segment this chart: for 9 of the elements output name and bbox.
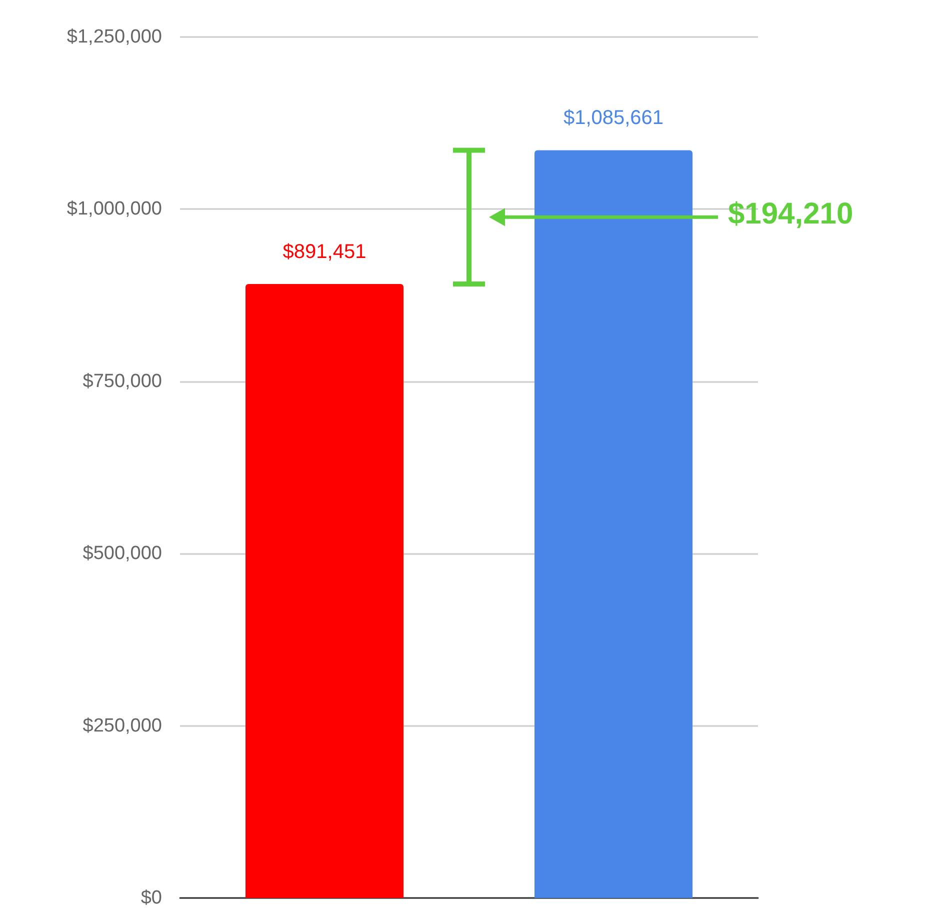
y-tick-label: $250,000 [82, 715, 162, 736]
data-label: $891,451 [282, 240, 366, 263]
data-label: $1,085,661 [563, 107, 664, 130]
y-tick-label: $750,000 [82, 370, 162, 392]
y-tick-label: $0 [140, 888, 162, 908]
y-tick-label: $500,000 [82, 543, 162, 564]
annotation: $194,210 [728, 198, 854, 231]
y-tick-label: $1,250,000 [66, 26, 162, 48]
y-tick-label: $1,000,000 [66, 198, 162, 220]
